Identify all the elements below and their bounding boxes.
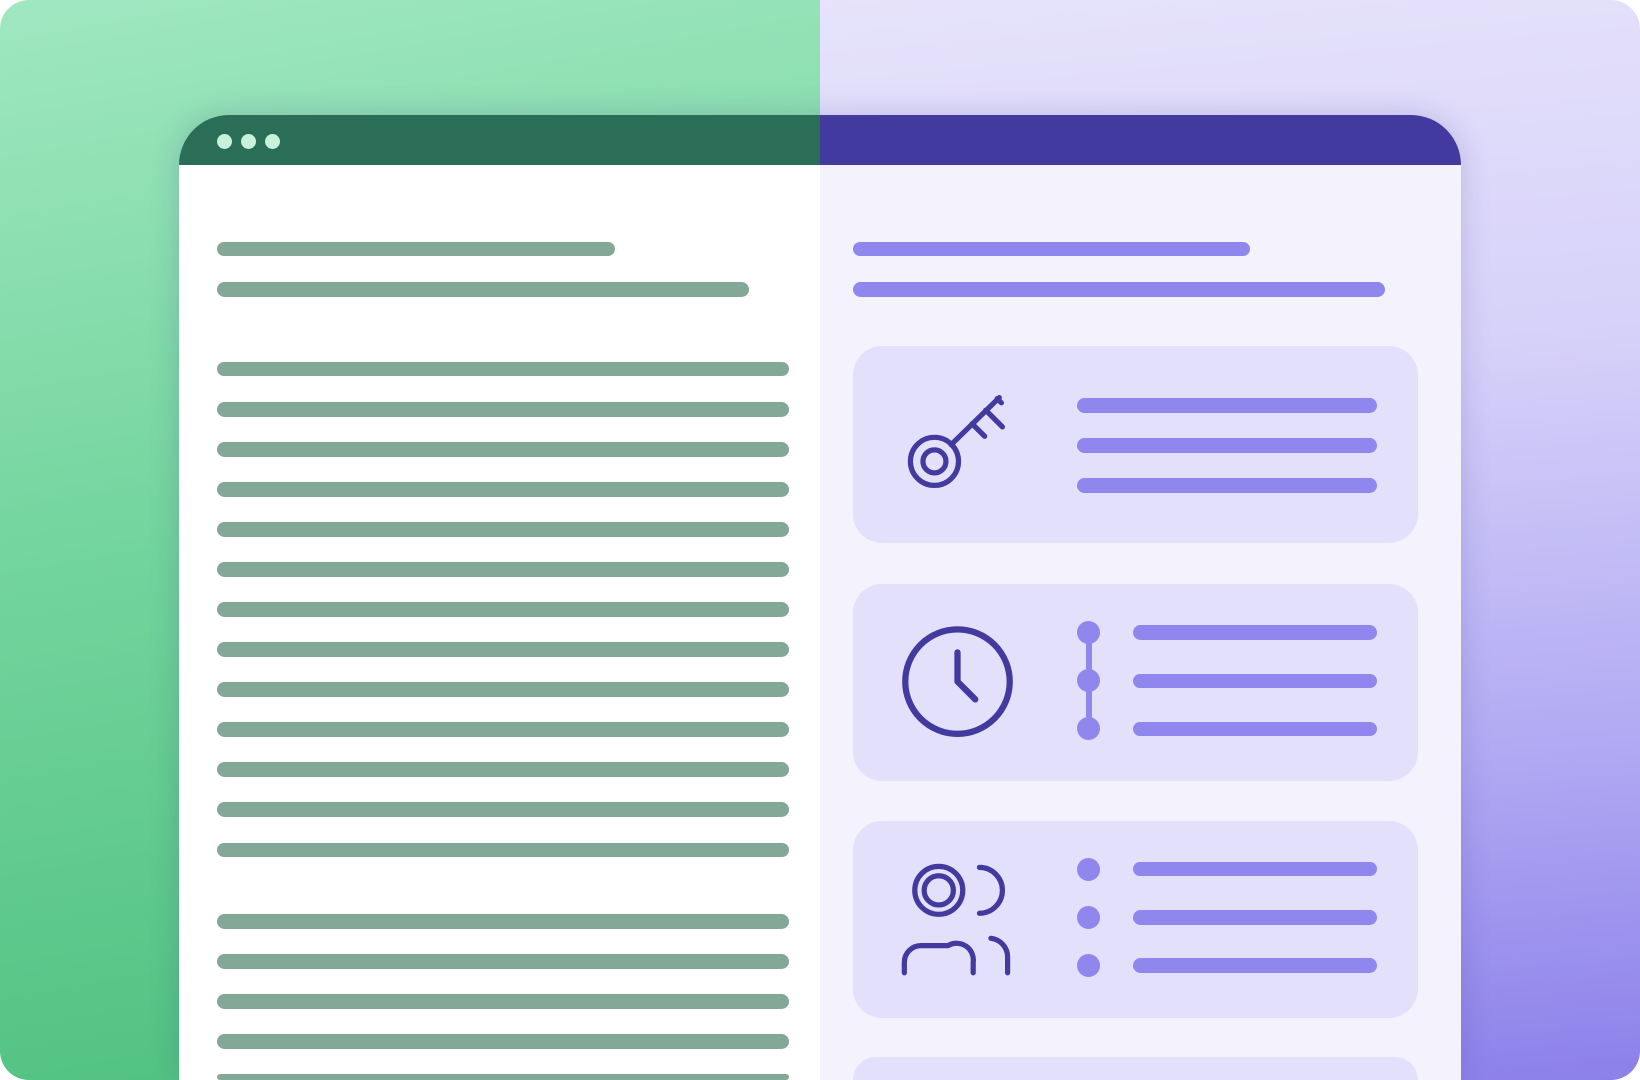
- window-control-dot: [265, 134, 280, 149]
- text-line: [216, 914, 789, 929]
- text-line: [216, 441, 789, 457]
- window-header-right: [820, 115, 1461, 165]
- card-line: [1132, 958, 1377, 973]
- text-line: [216, 602, 789, 617]
- card-line: [1132, 861, 1377, 877]
- bullet-dot: [1077, 954, 1100, 977]
- text-line: [216, 642, 789, 657]
- text-line: [216, 1074, 789, 1080]
- window-header-left: [179, 115, 820, 165]
- clock-icon: [902, 626, 1013, 737]
- heading-line: [852, 241, 1250, 257]
- window-control-dot: [241, 134, 256, 149]
- text-line: [216, 401, 789, 417]
- text-line: [216, 954, 789, 969]
- text-line: [216, 1034, 789, 1049]
- card-line: [1077, 398, 1377, 414]
- card-line: [1132, 625, 1377, 641]
- browser-window: [179, 115, 1461, 1080]
- document-text-panel: [179, 165, 820, 1080]
- heading-line: [216, 241, 616, 257]
- card-line: [1077, 477, 1377, 493]
- text-line: [216, 994, 789, 1009]
- text-line: [216, 802, 789, 818]
- text-line: [216, 762, 789, 778]
- card-line: [1077, 438, 1377, 453]
- text-line: [216, 722, 789, 737]
- key-icon: [907, 394, 1006, 489]
- text-line: [216, 682, 789, 697]
- card-line: [1132, 721, 1377, 737]
- card-partial: [853, 1057, 1418, 1080]
- timeline-dot: [1077, 669, 1100, 692]
- text-line: [216, 842, 789, 858]
- heading-line: [852, 282, 1385, 297]
- text-line: [216, 482, 789, 497]
- users-icon: [901, 863, 1011, 976]
- text-line: [216, 361, 789, 377]
- text-line: [216, 522, 789, 537]
- window-control-dot: [217, 134, 232, 149]
- timeline-dot: [1077, 717, 1100, 740]
- card-line: [1132, 673, 1377, 689]
- bullet-dot: [1077, 858, 1100, 881]
- text-line: [216, 562, 789, 577]
- timeline-dot: [1077, 621, 1100, 644]
- card-line: [1132, 909, 1377, 925]
- heading-line: [216, 282, 749, 297]
- bullet-dot: [1077, 906, 1100, 929]
